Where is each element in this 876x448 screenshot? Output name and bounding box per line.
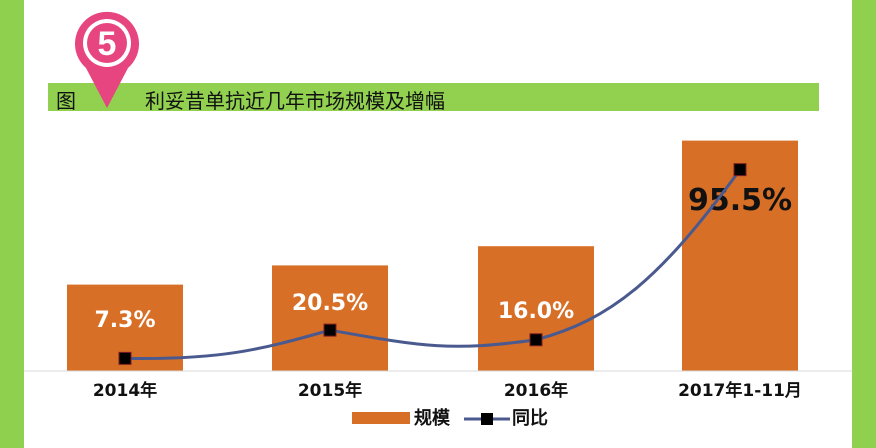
figure-label: 图 — [56, 89, 76, 113]
series-line-yoy — [124, 168, 742, 361]
legend-swatch-bar — [352, 412, 410, 424]
data-label-3: 16.0% — [498, 299, 574, 324]
chart-title: 利妥昔单抗近几年市场规模及增幅 — [145, 89, 445, 113]
legend-label-bar: 规模 — [414, 407, 451, 429]
line-marker-4 — [733, 163, 747, 177]
legend-swatch-marker — [481, 413, 493, 425]
x-tick-label-4: 2017年1-11月 — [678, 380, 802, 401]
left-green-border — [0, 0, 24, 448]
x-tick-label-2: 2015年 — [298, 380, 362, 401]
bar-3 — [478, 246, 594, 371]
data-label-2: 20.5% — [292, 291, 368, 316]
legend-label-line: 同比 — [512, 408, 548, 429]
bar-4 — [682, 140, 798, 371]
right-green-border — [852, 0, 876, 448]
title-band — [48, 83, 819, 111]
bar-2 — [272, 265, 388, 371]
number-pin-icon: 5 — [75, 11, 139, 109]
data-label-1: 7.3% — [94, 308, 155, 333]
pin-number: 5 — [98, 25, 117, 63]
line-marker-2 — [323, 323, 337, 337]
x-tick-label-1: 2014年 — [93, 380, 157, 401]
data-label-4: 95.5% — [688, 183, 792, 218]
line-marker-1 — [118, 351, 132, 365]
line-marker-3 — [529, 333, 543, 347]
x-tick-label-3: 2016年 — [504, 380, 568, 401]
